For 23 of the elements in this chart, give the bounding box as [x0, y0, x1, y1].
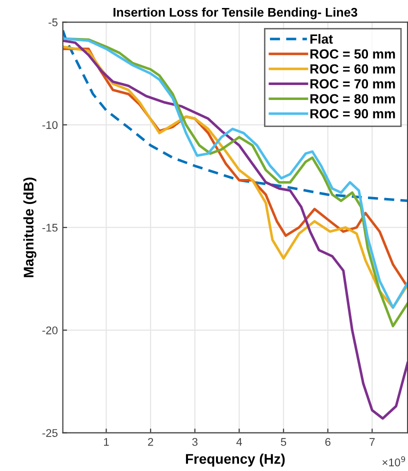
chart-title: Insertion Loss for Tensile Bending- Line3: [114, 8, 358, 20]
y-tick-label: -5: [48, 18, 58, 26]
legend-label: ROC = 60 mm: [310, 64, 395, 74]
x-tick-label: 2: [148, 438, 154, 446]
y-tick-label: -20: [42, 326, 58, 334]
x-tick-label: 1: [104, 438, 109, 446]
line-series: [62, 29, 408, 202]
x-axis-title: Frequency (Hz): [186, 454, 285, 467]
x-tick-label: 6: [325, 438, 330, 446]
y-tick-label: -15: [42, 224, 58, 232]
x-tick-label: 7: [370, 438, 375, 446]
y-axis-title: Magnitude (dB): [23, 178, 36, 278]
legend-label: ROC = 90 mm: [310, 109, 395, 118]
x-tick-label: 3: [192, 438, 198, 446]
legend-label: ROC = 50 mm: [310, 49, 395, 59]
legend-label: ROC = 80 mm: [310, 94, 395, 104]
text: ×10$^{9}$: [382, 456, 406, 466]
legend-label: ROC = 70 mm: [310, 79, 395, 89]
y-tick-label: -10: [42, 121, 58, 129]
x-tick-label: 5: [280, 438, 286, 446]
legend-label: Flat: [310, 34, 333, 44]
x-tick-label: 4: [236, 438, 242, 446]
y-tick-label: -25: [42, 429, 58, 437]
